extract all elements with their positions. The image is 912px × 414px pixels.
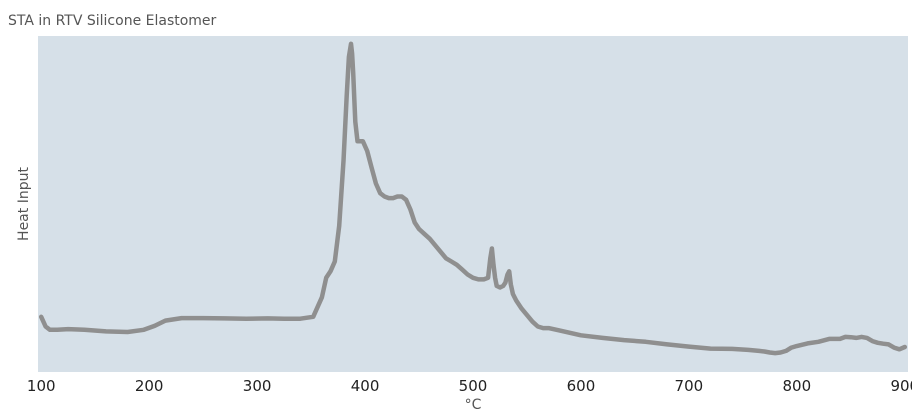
x-axis-label: °C bbox=[465, 397, 482, 413]
y-axis-label: Heat Input bbox=[16, 167, 32, 241]
x-tick-label: 100 bbox=[27, 377, 56, 395]
chart-title: STA in RTV Silicone Elastomer bbox=[8, 13, 217, 29]
x-tick-label: 700 bbox=[675, 377, 704, 395]
x-tick-label: 600 bbox=[567, 377, 596, 395]
x-tick-label: 300 bbox=[243, 377, 272, 395]
x-axis-ticks: 100 200 300 400 500 600 700 800 900 bbox=[27, 377, 912, 395]
x-tick-label: 200 bbox=[135, 377, 164, 395]
series-layer bbox=[38, 41, 908, 356]
x-tick-label: 900 bbox=[890, 377, 912, 395]
x-tick-label: 400 bbox=[351, 377, 380, 395]
x-tick-label: 500 bbox=[459, 377, 488, 395]
series-line-0 bbox=[38, 41, 908, 356]
x-tick-label: 800 bbox=[783, 377, 812, 395]
